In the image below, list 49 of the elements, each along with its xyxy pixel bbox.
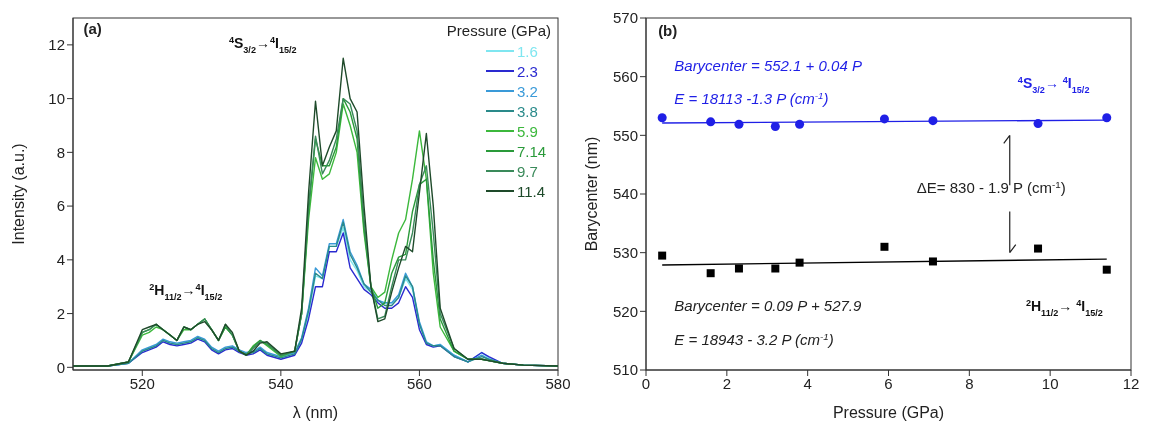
annotation: ΔE= 830 - 1.9 P (cm$^{-1}$) — [916, 178, 1066, 196]
y-tick-label: 4 — [56, 251, 65, 269]
annotation: Barycenter = 0.09 P + 527.9 — [674, 297, 863, 315]
y-tick-label: 2 — [56, 304, 65, 322]
x-axis-title: Pressure (GPa) — [832, 404, 945, 421]
annotation: $^{2}$H$_{11/2}$→ $^{4}$I$_{15/2}$ — [1025, 298, 1103, 319]
y-tick-label: 570 — [612, 9, 638, 27]
y-tick-label: 530 — [612, 243, 638, 261]
y-axis-title: Barycenter (nm) — [582, 136, 600, 252]
annotation: E = 18943 - 3.2 P (cm$^{-1}$) — [674, 330, 834, 349]
x-tick-label: 4 — [803, 374, 812, 392]
legend-label: 3.8 — [517, 102, 539, 120]
legend-label: 3.2 — [517, 82, 539, 100]
y-tick-label: 10 — [48, 89, 65, 107]
x-tick-label: 520 — [129, 374, 155, 392]
annotation: $^{4}$S$_{3/2}$→ $^{4}$I$_{15/2}$ — [1017, 75, 1090, 96]
annotation: $^{4}$S$_{3/2}$→$^{4}$I$_{15/2}$ — [228, 34, 297, 55]
annotation: Barycenter = 552.1 + 0.04 P — [674, 56, 862, 74]
y-tick-label: 12 — [48, 36, 65, 54]
x-tick-label: 2 — [722, 374, 732, 392]
legend-label: 2.3 — [517, 62, 539, 80]
annotation: (a) — [83, 20, 102, 38]
x-tick-label: 10 — [1041, 374, 1059, 392]
x-tick-label: 6 — [884, 374, 893, 392]
legend-label: 7.14 — [517, 142, 548, 160]
x-tick-label: 8 — [965, 374, 974, 392]
y-tick-label: 0 — [56, 358, 65, 376]
y-tick-label: 510 — [612, 361, 638, 379]
annotation: E = 18113 -1.3 P (cm$^{-1}$) — [674, 89, 829, 108]
legend-label: 11.4 — [517, 182, 547, 200]
y-tick-label: 560 — [612, 67, 638, 85]
y-tick-label: 550 — [612, 126, 638, 144]
y-tick-label: 6 — [56, 197, 65, 215]
y-axis-title: Intensity (a.u.) — [9, 143, 27, 245]
x-tick-label: 12 — [1122, 374, 1140, 392]
x-tick-label: 560 — [406, 374, 432, 392]
annotation: (b) — [658, 21, 678, 39]
y-tick-label: 520 — [612, 302, 638, 320]
legend-title: Pressure (GPa) — [446, 22, 551, 39]
legend-label: 9.7 — [517, 162, 539, 180]
x-axis-title: λ (nm) — [292, 404, 339, 421]
y-tick-label: 8 — [56, 143, 65, 161]
x-tick-label: 580 — [545, 374, 571, 392]
annotation: $^{2}$H$_{11/2}$→$^{4}$I$_{15/2}$ — [149, 281, 223, 302]
x-tick-label: 0 — [641, 374, 651, 392]
legend-label: 5.9 — [517, 122, 539, 140]
x-tick-label: 540 — [268, 374, 294, 392]
y-tick-label: 540 — [612, 185, 638, 203]
legend-label: 1.6 — [517, 42, 539, 60]
